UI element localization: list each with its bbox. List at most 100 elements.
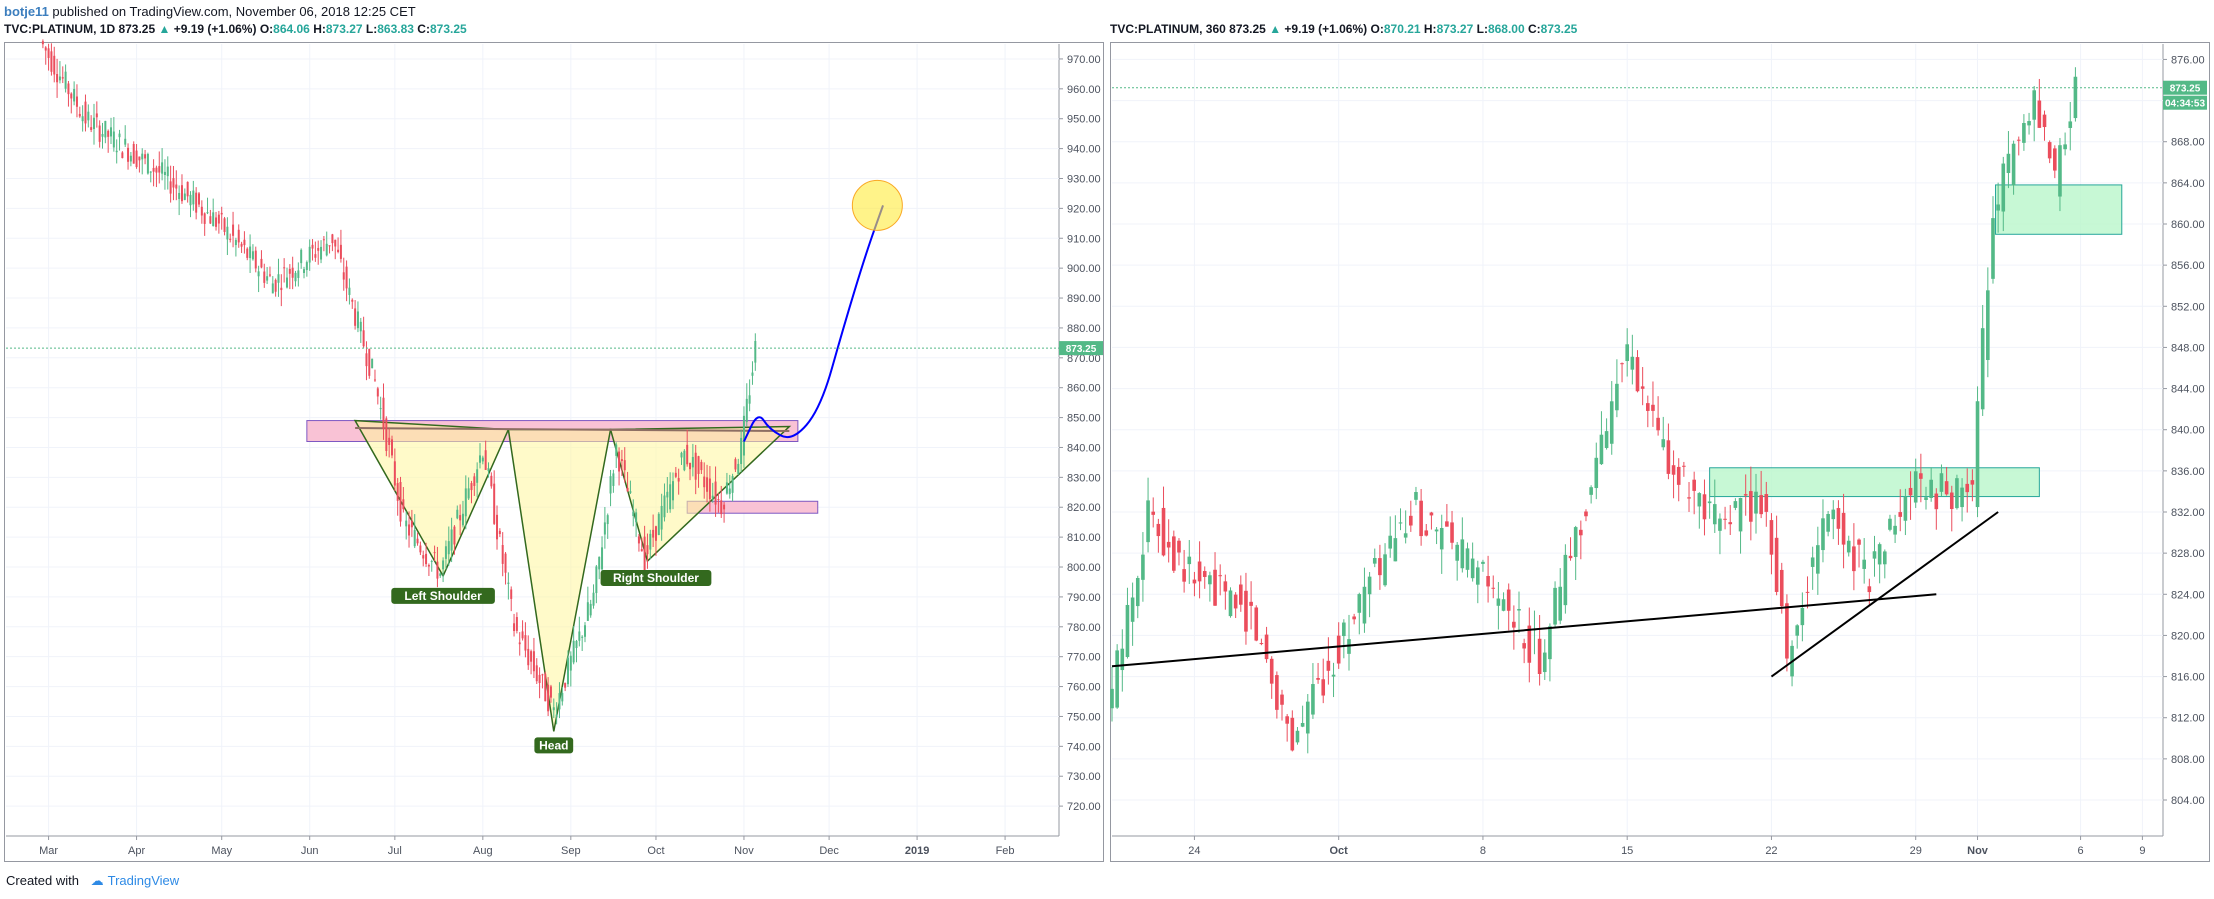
right-candle-body <box>1208 575 1212 585</box>
left-candle-body <box>459 515 462 521</box>
left-up-arrow-icon: ▲ <box>158 22 171 36</box>
left-candle-body <box>254 250 257 269</box>
right-chart[interactable]: 24Oct8152229Nov69876.00872.00868.00864.0… <box>0 0 2214 870</box>
right-candle-body <box>1594 457 1599 489</box>
left-candle-body <box>203 213 206 224</box>
left-candle-body <box>470 483 473 491</box>
right-candle-body <box>1785 603 1789 659</box>
left-chart[interactable]: Mar Apr May Jun Jul Aug Sep Oct Nov Dec 2019 Feb 970… <box>0 0 1108 870</box>
left-x-tick-label: Dec <box>819 845 839 857</box>
right-price-tag-bg <box>2163 80 2207 95</box>
tradingview-brand-link[interactable]: TradingView <box>107 873 180 888</box>
left-candle-body <box>569 655 572 671</box>
left-candle-body <box>478 455 481 463</box>
right-candle-body <box>1620 363 1624 365</box>
right-candle-body <box>1718 518 1722 531</box>
left-candle-body <box>671 481 674 501</box>
right-candle-body <box>1517 609 1521 611</box>
left-candle-body <box>112 131 115 148</box>
left-candle-body <box>285 277 288 288</box>
right-candle-body <box>1712 504 1717 525</box>
right-candle-body <box>1934 493 1939 510</box>
left-candle-body <box>158 166 161 173</box>
right-candle-body <box>1661 439 1666 448</box>
right-candle-body <box>1651 404 1655 411</box>
right-candle-body <box>1398 522 1403 524</box>
left-candle-body <box>251 251 254 260</box>
right-candle-body <box>1553 587 1557 625</box>
right-candle-body <box>1512 621 1516 628</box>
right-candle-body <box>1424 530 1429 536</box>
left-candle-body <box>351 299 354 302</box>
right-candle-body <box>1352 616 1356 620</box>
right-candle-body <box>1305 701 1310 734</box>
left-change: +9.19 (+1.06%) <box>173 22 257 36</box>
left-candle-body <box>674 472 677 477</box>
left-candle-body <box>498 530 501 534</box>
right-candle-body <box>1774 537 1779 592</box>
left-candle-body <box>646 545 649 555</box>
left-price-tag: 873.25 <box>1066 344 1097 355</box>
left-pattern-triangle <box>353 419 510 578</box>
right-candle-body <box>1697 493 1702 507</box>
right-candle-body <box>2016 139 2021 141</box>
left-candle-body <box>192 190 195 205</box>
right-candle-body <box>2068 121 2073 128</box>
left-candle-body <box>334 239 337 247</box>
right-candle-body <box>1754 491 1758 514</box>
left-candle-body <box>433 552 436 554</box>
left-candle-body <box>354 308 357 326</box>
right-candle-body <box>1527 625 1532 663</box>
right-candle-body <box>1862 559 1866 569</box>
right-trendline <box>1770 511 1999 678</box>
right-candle-body <box>2006 153 2011 174</box>
right-candle-body <box>1857 539 1861 545</box>
right-candle-body <box>1192 579 1197 584</box>
left-candle-body <box>444 546 447 559</box>
left-candle-body <box>654 526 657 541</box>
left-y-tick-label: 750.00 <box>1067 711 1101 723</box>
left-y-tick-label: 950.00 <box>1067 114 1101 126</box>
right-candle-body <box>1872 551 1877 559</box>
right-countdown-tag-bg <box>2163 95 2207 110</box>
right-candle-body <box>1841 512 1846 545</box>
left-candle-body <box>731 476 734 493</box>
right-candle-body <box>1991 218 1995 279</box>
right-y-tick-label: 864.00 <box>2171 178 2205 190</box>
left-neckline <box>355 427 790 433</box>
right-x-tick-label: 22 <box>1765 845 1777 857</box>
left-candle-body <box>410 520 413 528</box>
right-candle-body <box>1646 403 1650 411</box>
right-candle-body <box>1867 586 1872 593</box>
left-candle-body <box>189 194 192 206</box>
right-candle-body <box>2027 121 2031 126</box>
left-candle-body <box>212 212 215 227</box>
left-candle-body <box>481 457 484 462</box>
left-candle-body <box>183 193 186 200</box>
left-target-circle <box>851 179 903 231</box>
left-candle-body <box>677 478 680 482</box>
right-x-tick-label: Nov <box>1967 845 1989 857</box>
left-candle-body <box>314 254 317 258</box>
left-candle-body <box>200 206 203 216</box>
right-candle-body <box>1177 540 1181 553</box>
left-candle-body <box>612 473 615 486</box>
right-candle-body <box>1604 431 1609 448</box>
left-annotation-label: Right Shoulder <box>613 571 699 585</box>
left-candle-body <box>288 268 291 274</box>
right-y-tick-label: 824.00 <box>2171 589 2205 601</box>
author-link[interactable]: botje11 <box>4 4 49 19</box>
right-y-tick-label: 804.00 <box>2171 795 2205 807</box>
left-candle-body <box>527 648 530 666</box>
right-candle-body <box>1548 626 1552 660</box>
right-candle-body <box>1563 554 1568 606</box>
right-candle-body <box>1893 525 1897 535</box>
right-candle-body <box>1125 604 1130 658</box>
right-candle-body <box>2037 100 2042 128</box>
right-candle-body <box>1336 635 1341 664</box>
right-candle-body <box>1986 290 1990 360</box>
right-candle-body <box>1609 401 1614 444</box>
left-candle-body <box>277 274 280 283</box>
left-candle-body <box>155 167 158 173</box>
left-candle-body <box>572 640 575 663</box>
